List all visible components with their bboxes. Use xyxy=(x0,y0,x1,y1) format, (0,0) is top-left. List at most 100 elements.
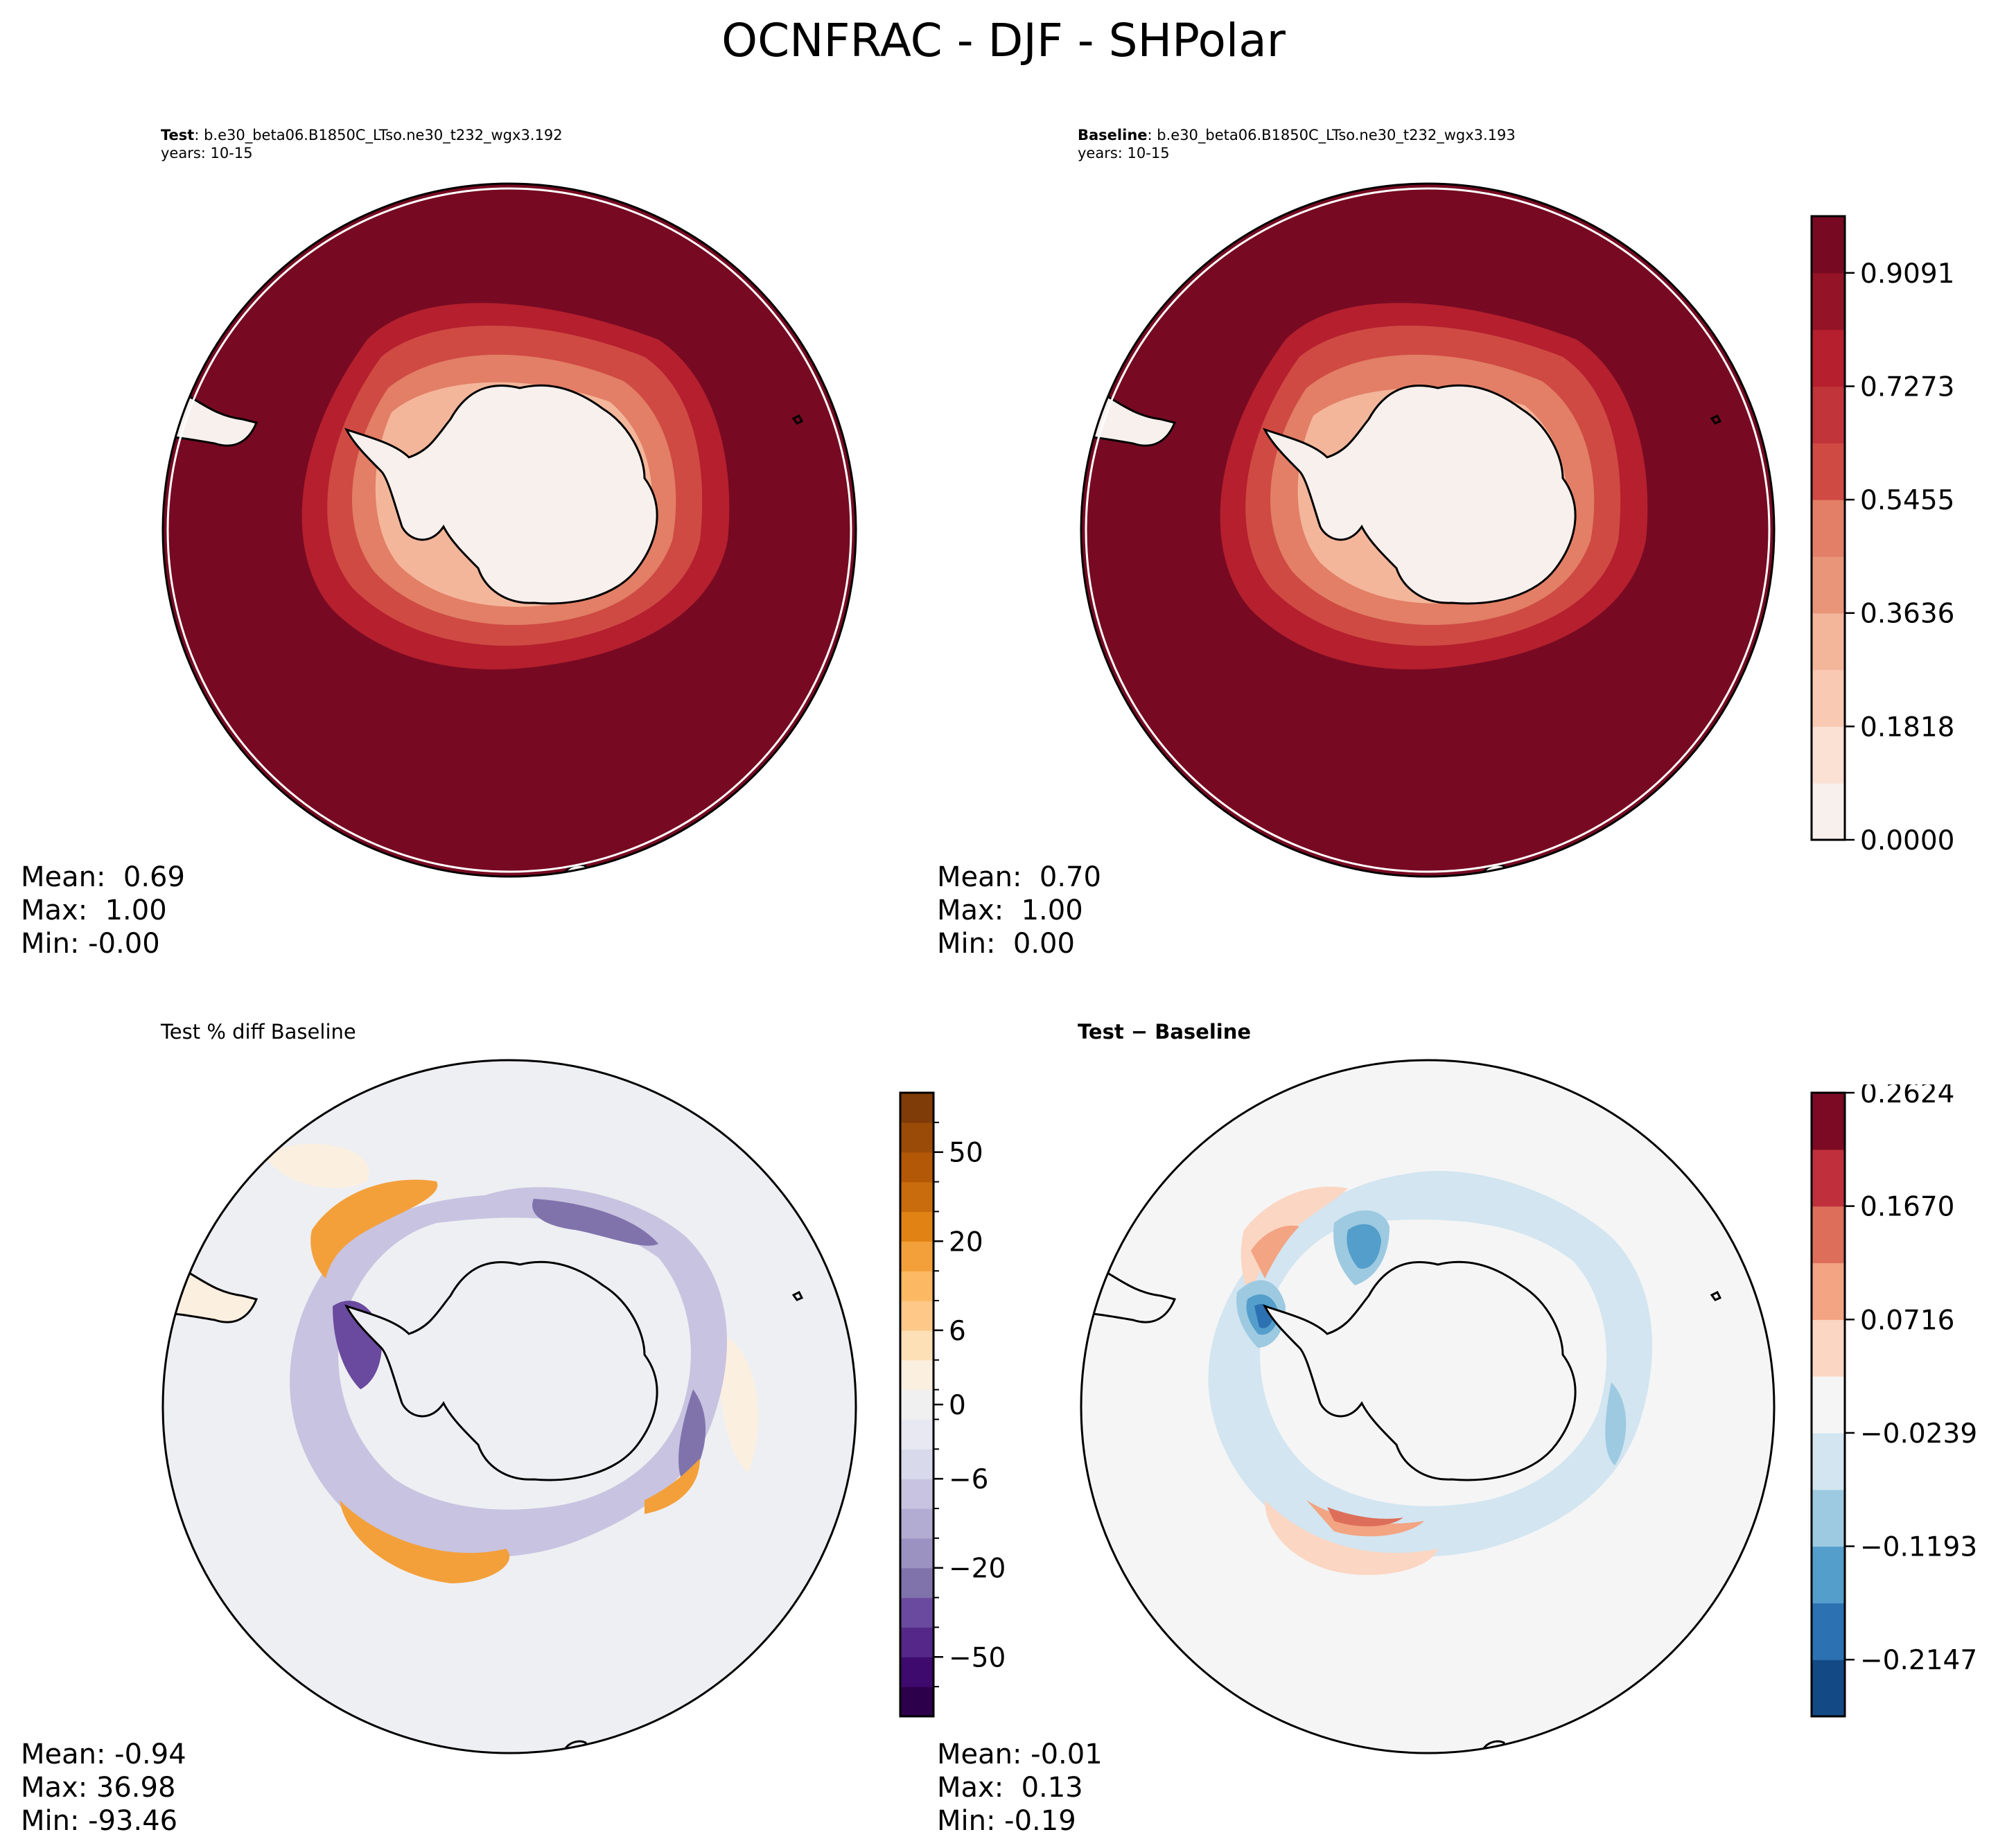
diff-stat-max: Max: 0.13 xyxy=(937,1772,1083,1804)
colorbar-tick-label: −0.0239 xyxy=(1860,1418,1977,1450)
colorbar-swatch xyxy=(900,1538,934,1569)
colorbar-swatch xyxy=(900,1687,934,1717)
positive-anomaly-region xyxy=(1251,1225,1424,1537)
baseline-stat-mean: Mean: 0.70 xyxy=(937,861,1101,893)
colorbar-swatch xyxy=(1812,1546,1845,1603)
colorbar-swatch xyxy=(900,1330,934,1361)
colorbar-tick-label: 6 xyxy=(949,1316,966,1347)
colorbar-tick-label: −20 xyxy=(949,1554,1006,1585)
colorbar-tick-label: 0.7273 xyxy=(1860,371,1954,403)
colorbar-swatch xyxy=(900,1389,934,1420)
test-panel-title: Test: b.e30_beta06.B1850C_LTso.ne30_t232… xyxy=(161,126,563,162)
map-boundary xyxy=(1080,1059,1776,1754)
positive-anomaly-region xyxy=(310,1179,700,1583)
island-outline xyxy=(791,414,804,425)
colorbar-swatch xyxy=(900,1093,934,1123)
test-stat-max: Max: 1.00 xyxy=(21,895,167,926)
island-outline xyxy=(791,1290,804,1301)
colorbar-swatch xyxy=(1812,329,1845,387)
colorbar-swatch xyxy=(1812,216,1845,274)
positive-anomaly-region xyxy=(1241,1186,1438,1576)
baseline-label: Baseline xyxy=(1078,127,1148,143)
colorbar-tick-label: −6 xyxy=(949,1464,989,1495)
baseline-panel-title: Baseline: b.e30_beta06.B1850C_LTso.ne30_… xyxy=(1078,126,1516,162)
map-boundary xyxy=(1080,182,1776,878)
colorbar-swatch xyxy=(900,1181,934,1213)
colorbar-tick-label: 0.0000 xyxy=(1860,825,1954,856)
pctdiff-stat-max: Max: 36.98 xyxy=(21,1772,176,1804)
colorbar-swatch xyxy=(900,1211,934,1242)
map-boundary xyxy=(161,182,857,878)
colorbar-swatch xyxy=(1812,726,1845,784)
colorbar-tick-label: 0.9091 xyxy=(1860,258,1954,290)
colorbar-tick-label: −50 xyxy=(949,1642,1006,1673)
diff-stat-mean: Mean: -0.01 xyxy=(937,1739,1103,1770)
colorbar-swatch xyxy=(1812,556,1845,614)
colorbar-swatch xyxy=(900,1449,934,1479)
colorbar-tick-label: 0.0716 xyxy=(1860,1305,1954,1336)
colorbar-swatch xyxy=(1812,386,1845,443)
pctdiff-stats: Mean: -0.94 Max: 36.98 Min: -93.46 xyxy=(21,1738,186,1838)
map-boundary xyxy=(161,1059,857,1754)
colorbar-swatch xyxy=(1812,1432,1845,1490)
antarctica-land xyxy=(344,1260,658,1481)
colorbar-swatch xyxy=(1812,500,1845,557)
colorbar-swatch xyxy=(1812,1206,1845,1264)
baseline-years: years: 10-15 xyxy=(1078,145,1170,161)
colorbar-tick-label: −0.1193 xyxy=(1860,1532,1977,1563)
colorbar-swatch xyxy=(900,1359,934,1391)
pctdiff-map xyxy=(161,1059,857,1754)
colorbar-swatch xyxy=(1812,1149,1845,1207)
diff-stats: Mean: -0.01 Max: 0.13 Min: -0.19 xyxy=(937,1738,1103,1838)
colorbar-swatch xyxy=(900,1508,934,1539)
positive-anomaly-region xyxy=(1327,1507,1403,1526)
diff-stat-min: Min: -0.19 xyxy=(937,1805,1076,1837)
colorbar-swatch xyxy=(900,1419,934,1450)
colorbar-pctdiff: −50 −20 −6 0 6 20 50 xyxy=(899,1091,1006,1718)
colorbar-swatch xyxy=(900,1301,934,1331)
antarctica-land xyxy=(1263,384,1577,605)
colorbar-tick-label: 0.3636 xyxy=(1860,599,1954,630)
colorbar-swatch xyxy=(1812,1093,1845,1150)
colorbar-ocnfrac: 0.0000 0.1818 0.3636 0.5455 0.7273 0.9091 xyxy=(1810,215,1954,856)
colorbar-swatch xyxy=(900,1567,934,1599)
colorbar-swatch xyxy=(900,1241,934,1271)
colorbar-swatch xyxy=(1812,1376,1845,1434)
pctdiff-panel-title: Test % diff Baseline xyxy=(161,1020,356,1044)
colorbar-tick-label: 50 xyxy=(949,1138,983,1169)
test-stat-mean: Mean: 0.69 xyxy=(21,861,185,893)
positive-anomaly-region xyxy=(263,1143,759,1472)
baseline-stats: Mean: 0.70 Max: 1.00 Min: 0.00 xyxy=(937,861,1101,960)
test-stat-min: Min: -0.00 xyxy=(21,928,160,960)
colorbar-tick-label: 20 xyxy=(949,1226,983,1258)
baseline-map xyxy=(1080,182,1776,878)
test-map xyxy=(161,182,857,878)
colorbar-swatch xyxy=(1812,1489,1845,1547)
colorbar-tick-label: 0.1670 xyxy=(1860,1192,1954,1223)
diff-panel-title: Test − Baseline xyxy=(1078,1020,1252,1044)
baseline-stat-max: Max: 1.00 xyxy=(937,895,1083,926)
colorbar-swatch xyxy=(900,1597,934,1628)
colorbar-swatch xyxy=(1812,669,1845,727)
colorbar-swatch xyxy=(900,1122,934,1153)
colorbar-swatch xyxy=(900,1627,934,1657)
colorbar-swatch xyxy=(1812,443,1845,500)
island-outline xyxy=(1710,414,1722,425)
diff-map xyxy=(1080,1059,1776,1754)
colorbar-tick-label: 0.1818 xyxy=(1860,712,1954,743)
test-case-name: : b.e30_beta06.B1850C_LTso.ne30_t232_wgx… xyxy=(194,127,563,143)
colorbar-swatch xyxy=(900,1271,934,1301)
baseline-case-name: : b.e30_beta06.B1850C_LTso.ne30_t232_wgx… xyxy=(1147,127,1516,143)
colorbar-swatch xyxy=(1812,1319,1845,1377)
island-outline xyxy=(1710,1290,1722,1301)
test-years: years: 10-15 xyxy=(161,145,253,161)
baseline-stat-min: Min: 0.00 xyxy=(937,928,1075,960)
test-label: Test xyxy=(161,127,195,143)
antarctica-land xyxy=(1263,1260,1577,1481)
colorbar-tick-label: −0.2147 xyxy=(1860,1645,1977,1676)
antarctica-land xyxy=(344,384,658,605)
colorbar-tick-label: 0.5455 xyxy=(1860,485,1954,516)
colorbar-swatch xyxy=(900,1152,934,1183)
figure-title: OCNFRAC - DJF - SHPolar xyxy=(721,14,1286,67)
colorbar-swatch xyxy=(900,1657,934,1687)
